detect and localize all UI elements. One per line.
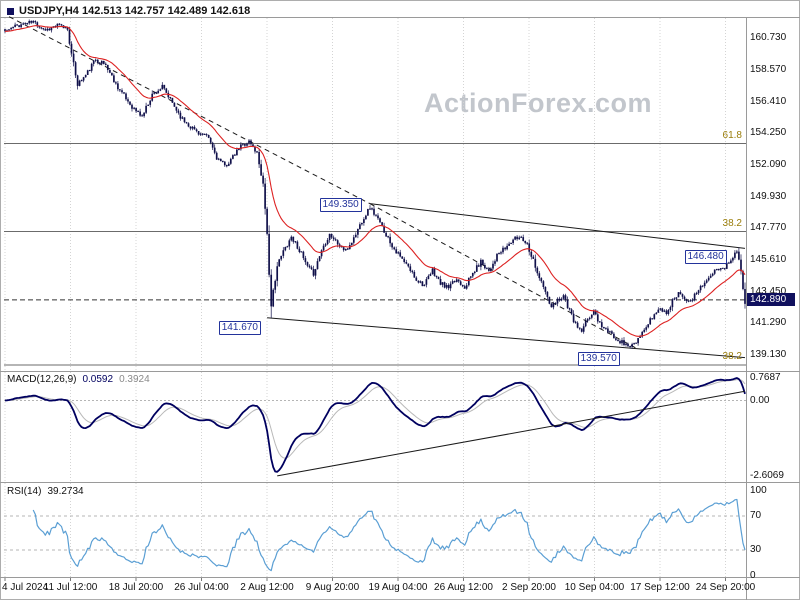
macd-main-value: 0.0592 — [82, 374, 114, 385]
symbol-marker-icon — [7, 7, 14, 15]
watermark: ActionForex.com — [424, 88, 653, 118]
rsi-indicator-title: RSI(14) 39.2734 — [7, 486, 84, 497]
macd-indicator-title: MACD(12,26,9) 0.0592 0.3924 — [7, 374, 150, 385]
macd-label: MACD(12,26,9) — [7, 374, 77, 385]
macd-signal-value: 0.3924 — [119, 374, 150, 385]
rsi-label: RSI(14) — [7, 486, 42, 497]
chart-header: USDJPY,H4 142.513 142.757 142.489 142.61… — [7, 5, 250, 17]
rsi-value: 39.2734 — [47, 486, 84, 497]
chart-title: USDJPY,H4 142.513 142.757 142.489 142.61… — [19, 5, 251, 17]
